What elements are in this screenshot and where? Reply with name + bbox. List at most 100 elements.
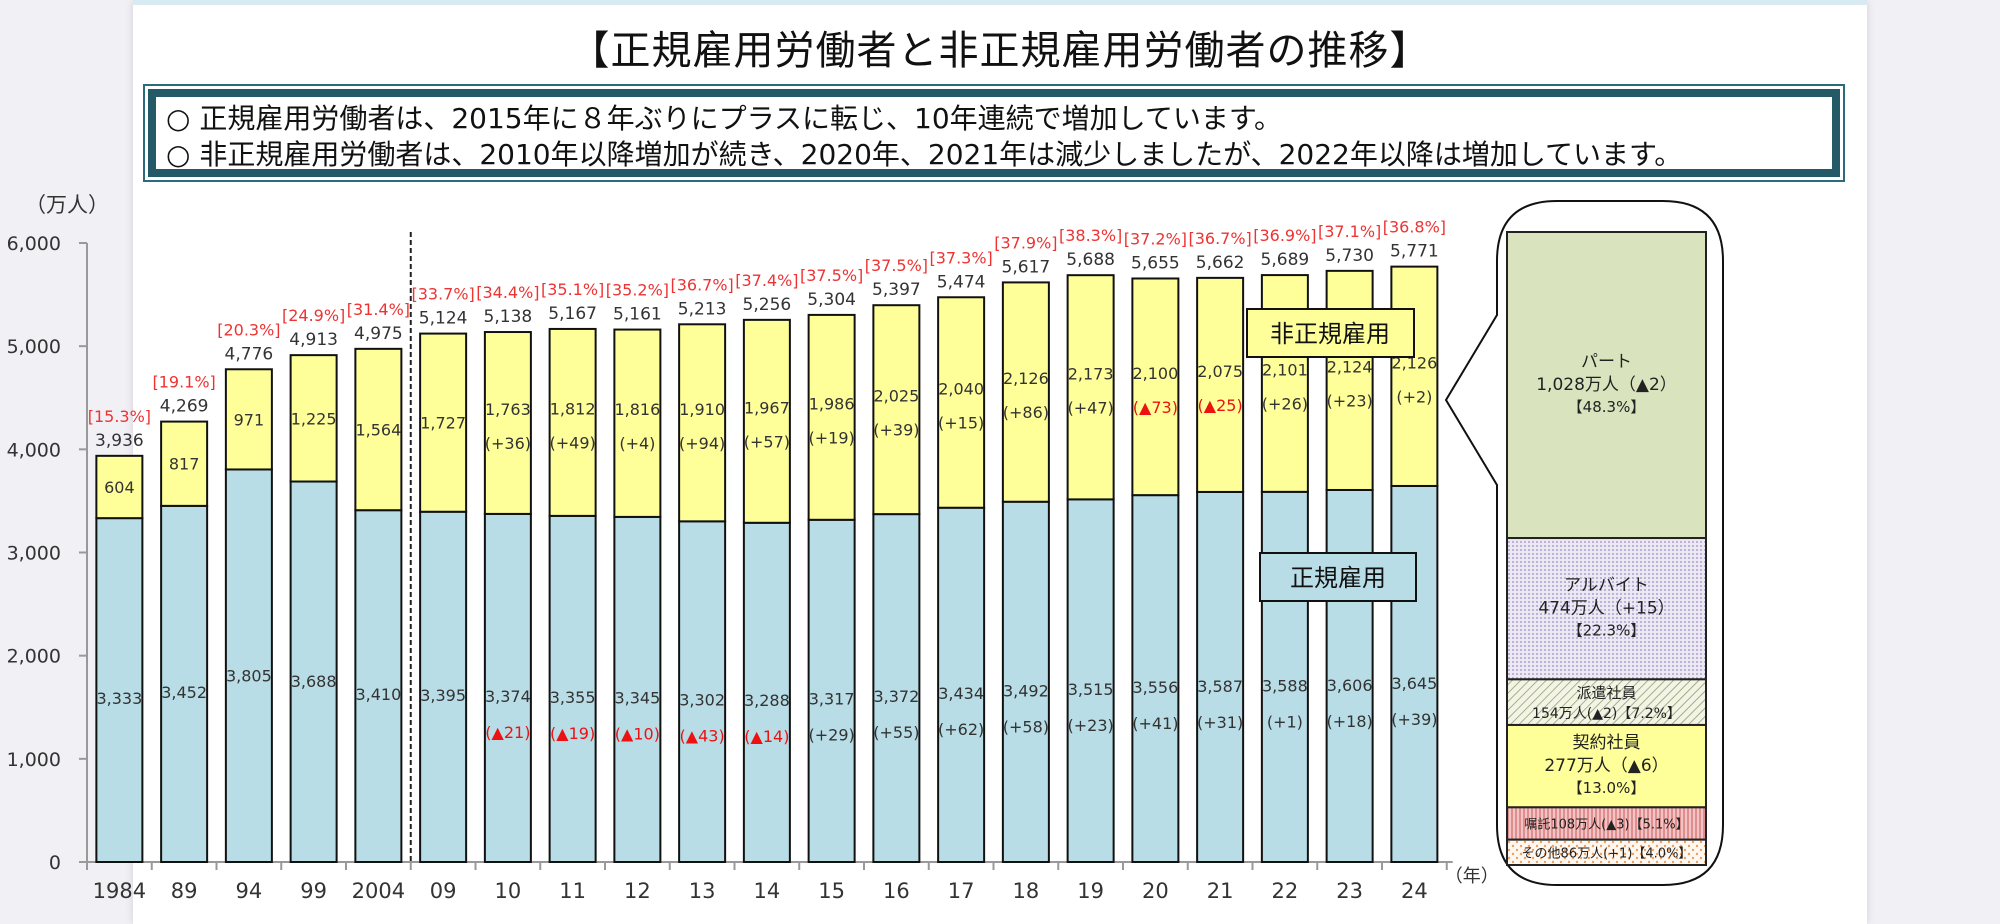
nonregular-share-label: [37.5%] — [865, 256, 928, 275]
nonregular-value-label: 2,100 — [1132, 364, 1178, 383]
bar-nonregular-15 — [807, 313, 856, 521]
y-tick-label: 3,000 — [7, 543, 61, 565]
total-label: 5,655 — [1131, 253, 1180, 273]
summary-line-regular: ○ 正規雇用労働者は、2015年に８年ぶりにプラスに転じ、10年連続で増加してい… — [166, 102, 1283, 135]
bar-nonregular-18 — [1001, 281, 1050, 503]
regular-value-label: 3,606 — [1327, 676, 1373, 695]
bar-nonregular-16 — [872, 304, 921, 516]
nonregular-share-label: [15.3%] — [88, 407, 151, 426]
total-label: 5,167 — [548, 304, 597, 324]
nonregular-value-label: 1,812 — [550, 399, 596, 418]
x-tick-label: 1984 — [93, 879, 146, 903]
bar-regular-21 — [1196, 490, 1245, 863]
regular-change-label: (+31) — [1197, 713, 1243, 732]
total-label: 3,936 — [95, 431, 144, 451]
breakdown-segment-3: 契約社員 277万人（▲6） 【13.0%】 — [1506, 723, 1707, 809]
regular-value-label: 3,302 — [679, 690, 725, 709]
nonregular-value-label: 2,173 — [1068, 364, 1114, 383]
nonregular-change-label: (+36) — [485, 434, 531, 453]
bar-regular-89 — [160, 504, 209, 863]
y-axis-unit: （万人） — [25, 193, 109, 217]
nonregular-value-label: 817 — [169, 455, 200, 474]
nonregular-share-label: [31.4%] — [347, 300, 410, 319]
nonregular-change-label: (+23) — [1327, 391, 1373, 410]
regular-value-label: 3,452 — [161, 683, 207, 702]
total-label: 5,689 — [1261, 250, 1310, 270]
total-label: 5,662 — [1196, 253, 1245, 273]
breakdown-segment-amount: 474万人（+15） — [1538, 599, 1674, 619]
total-label: 4,269 — [160, 397, 209, 417]
bar-nonregular-99 — [289, 354, 338, 483]
x-tick-label: 22 — [1272, 879, 1299, 903]
breakdown-segment-name: アルバイト — [1564, 576, 1649, 596]
nonregular-share-label: [36.7%] — [670, 275, 733, 294]
nonregular-share-label: [37.5%] — [800, 266, 863, 285]
x-tick-label: 17 — [948, 879, 975, 903]
total-label: 5,161 — [613, 305, 662, 325]
legend-nonregular: 非正規雇用 — [1246, 308, 1415, 358]
nonregular-change-label: (+26) — [1262, 394, 1308, 413]
nonregular-share-label: [20.3%] — [217, 320, 280, 339]
breakdown-segment-amount: 154万人(▲2)【7.2%】 — [1532, 706, 1681, 722]
x-tick-label: 18 — [1013, 879, 1040, 903]
regular-change-label: (+18) — [1327, 712, 1373, 731]
bar-regular-13 — [678, 520, 727, 864]
legend-regular: 正規雇用 — [1259, 552, 1417, 602]
y-tick-label: 4,000 — [7, 439, 61, 461]
bar-nonregular-2004 — [354, 347, 403, 512]
x-tick-label: 20 — [1142, 879, 1169, 903]
regular-change-label: (+41) — [1132, 714, 1178, 733]
breakdown-segment-name: 契約社員 — [1573, 733, 1641, 753]
nonregular-share-label: [24.9%] — [282, 306, 345, 325]
x-tick-label: 13 — [689, 879, 716, 903]
nonregular-value-label: 2,124 — [1327, 357, 1373, 376]
y-tick-label: 0 — [49, 852, 61, 874]
breakdown-segment-fill — [1506, 806, 1707, 841]
breakdown-segment-fill — [1506, 678, 1707, 726]
bar-regular-11 — [548, 514, 597, 864]
nonregular-change-label: (+2) — [1396, 387, 1432, 406]
bar-nonregular-22 — [1260, 274, 1309, 493]
nonregular-value-label: 604 — [104, 478, 135, 497]
total-label: 5,304 — [807, 290, 856, 310]
bar-regular-99 — [289, 480, 338, 863]
total-label: 4,913 — [289, 330, 338, 350]
x-tick-label: 21 — [1207, 879, 1234, 903]
bar-nonregular-10 — [483, 331, 532, 515]
nonregular-share-label: [36.8%] — [1383, 218, 1446, 237]
bar-regular-23 — [1325, 488, 1374, 863]
nonregular-share-label: [34.4%] — [476, 283, 539, 302]
x-tick-label: 94 — [236, 879, 263, 903]
regular-change-label: (▲10) — [615, 724, 660, 743]
breakdown-segment-name: 派遣社員 — [1576, 684, 1636, 702]
breakdown-segment-name: パート — [1581, 352, 1632, 372]
total-label: 5,688 — [1066, 250, 1115, 270]
x-tick-label: 09 — [430, 879, 457, 903]
nonregular-value-label: 1,225 — [291, 409, 337, 428]
bar-regular-16 — [872, 513, 921, 863]
nonregular-change-label: (+49) — [550, 433, 596, 452]
regular-change-label: (+23) — [1068, 716, 1114, 735]
nonregular-share-label: [37.4%] — [735, 271, 798, 290]
bar-regular-2004 — [354, 509, 403, 863]
bar-nonregular-1984 — [95, 454, 144, 520]
breakdown-segment-share: 【13.0%】 — [1568, 779, 1646, 797]
breakdown-segment-fill — [1506, 723, 1707, 809]
nonregular-change-label: (+4) — [619, 434, 655, 453]
total-label: 4,776 — [225, 344, 274, 364]
y-tick-label: 1,000 — [7, 749, 61, 771]
nonregular-change-label: (▲73) — [1133, 398, 1178, 417]
regular-value-label: 3,587 — [1197, 677, 1243, 696]
nonregular-value-label: 1,763 — [485, 400, 531, 419]
regular-value-label: 3,434 — [938, 684, 984, 703]
y-tick-label: 2,000 — [7, 646, 61, 668]
y-tick-label: 6,000 — [7, 233, 61, 255]
top-strip — [133, 0, 1867, 5]
legend-regular-box — [1259, 552, 1417, 602]
regular-value-label: 3,515 — [1068, 680, 1114, 699]
bar-regular-17 — [937, 506, 986, 863]
bar-regular-19 — [1066, 498, 1115, 863]
x-tick-label: 2004 — [352, 879, 405, 903]
total-label: 5,474 — [937, 272, 986, 292]
x-tick-label: 23 — [1336, 879, 1363, 903]
